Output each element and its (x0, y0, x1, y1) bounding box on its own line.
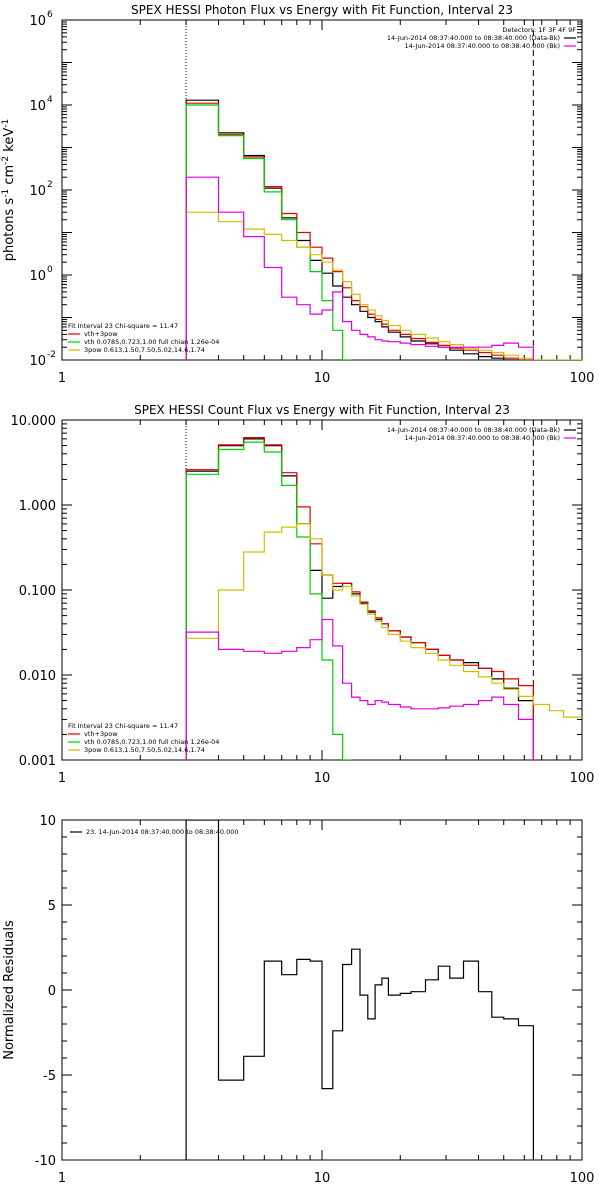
y-tick-label: 10 (29, 99, 46, 114)
series-vth-line (185, 441, 352, 760)
y-tick-label: -5 (43, 1069, 56, 1084)
legend-entry: 3pow 0.613,1.50,7.50,5.02,14.6,1.74 (84, 346, 205, 354)
y-axis-label: photons s-1 cm-2 keV-1 (1, 119, 17, 261)
photon-flux-panel: SPEX HESSI Photon Flux vs Energy with Fi… (1, 3, 594, 386)
x-tick-label: 100 (570, 1171, 595, 1186)
x-tick-label: 1 (58, 371, 66, 386)
legend-fit-info: Fit Interval 23 Chi-square = 11.47 (68, 322, 178, 330)
y-tick-label: 10.000 (11, 414, 57, 429)
legend-detectors: Detectors: 1F 3F 4F 9F (502, 26, 576, 34)
y-tick-label: 10 (29, 354, 46, 369)
x-tick-label: 100 (570, 371, 595, 386)
y-tick-exponent: 0 (47, 265, 53, 275)
y-tick-label: 10 (29, 269, 46, 284)
y-tick-label: 1.000 (19, 499, 56, 514)
y-tick-exponent: 2 (47, 180, 53, 190)
y-tick-label: 0.010 (19, 669, 56, 684)
series-group (185, 820, 534, 1160)
series-group (185, 437, 582, 760)
y-axis-label: Normalized Residuals (2, 920, 17, 1060)
x-tick-label: 10 (314, 371, 331, 386)
legend-entry: vth+3pow (84, 330, 118, 338)
series-3pow-line (185, 211, 582, 360)
series-3pow-line (185, 523, 582, 760)
legend-fit-info: Fit Interval 23 Chi-square = 11.47 (68, 722, 178, 730)
legend-entry: vth+3pow (84, 730, 118, 738)
y-tick-exponent: 6 (47, 10, 53, 20)
legend-entry: vth 0.0785,0.723,1.00 full chian 1.26e-0… (84, 738, 219, 746)
count-flux-panel: SPEX HESSI Count Flux vs Energy with Fit… (11, 403, 595, 786)
y-tick-label: 10 (29, 184, 46, 199)
legend-entry: 14-Jun-2014 08:37:40.000 to 08:38:40.000… (387, 426, 560, 434)
legend-entry: 14-Jun-2014 08:37:40.000 to 08:38:40.000… (405, 434, 560, 442)
chart-title: SPEX HESSI Count Flux vs Energy with Fit… (134, 403, 510, 417)
y-tick-label: 10 (39, 814, 56, 829)
legend-entry: 14-Jun-2014 08:37:40.000 to 08:38:40.000… (387, 34, 560, 42)
series-group (185, 99, 582, 360)
x-tick-label: 1 (58, 1171, 66, 1186)
y-tick-label: 0 (48, 984, 56, 999)
legend-entry: 23. 14-Jun-2014 08:37:40.000 to 08:38:40… (86, 828, 238, 836)
y-tick-label: -10 (35, 1154, 56, 1169)
x-tick-label: 100 (570, 771, 595, 786)
series-bk-line (185, 176, 534, 360)
legend-entry: 3pow 0.613,1.50,7.50,5.02,14.6,1.74 (84, 746, 205, 754)
x-tick-label: 10 (314, 1171, 331, 1186)
x-tick-label: 10 (314, 771, 331, 786)
y-tick-label: 0.100 (19, 584, 56, 599)
y-tick-label: 0.001 (19, 754, 56, 769)
y-tick-exponent: -2 (47, 350, 56, 360)
y-tick-label: 5 (48, 899, 56, 914)
chart-title: SPEX HESSI Photon Flux vs Energy with Fi… (131, 3, 513, 17)
residuals-panel: 1 10 100 -10 -5 0 5 10 Normalized Residuals 23. 1… (2, 814, 594, 1186)
y-tick-exponent: 4 (47, 95, 53, 105)
y-tick-label: 10 (29, 14, 46, 29)
legend-entry: vth 0.0785,0.723,1.00 full chian 1.26e-0… (84, 338, 219, 346)
series-bk-line (185, 618, 534, 760)
legend-entry: 14-Jun-2014 08:37:40.000 to 08:38:40.000… (405, 42, 560, 50)
series-vth-line (185, 104, 352, 360)
x-tick-label: 1 (58, 771, 66, 786)
series-residual-line (185, 820, 534, 1160)
